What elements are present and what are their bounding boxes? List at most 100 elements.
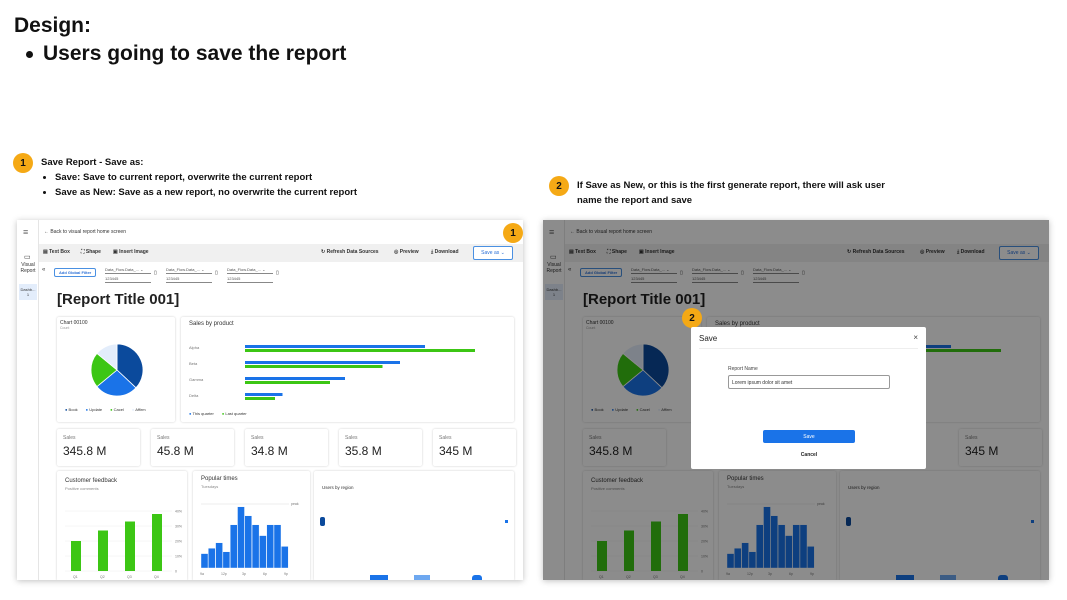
histogram-bar [726, 553, 735, 569]
add-global-filter-button[interactable]: Add Global Filter [54, 268, 97, 277]
legend-dot-icon: ● [131, 407, 135, 412]
map-region [414, 575, 430, 580]
sales-label: Sales [345, 435, 358, 441]
filter[interactable]: Data_Flow.Data_... ⌄ 123445 [753, 267, 799, 285]
bar-q2 [624, 530, 634, 571]
histogram-bar [763, 506, 771, 569]
pie-chart [617, 344, 669, 396]
hamburger-icon[interactable]: ≡ [23, 227, 29, 237]
filter[interactable]: Data_Flow.Data_... ⌄ 123445 [227, 267, 273, 285]
text-box-button[interactable]: ▤ Text Box [569, 249, 596, 255]
chart-title: Users by region [322, 485, 354, 490]
histogram-bar [785, 535, 793, 569]
trash-icon[interactable]: ▯ [154, 270, 157, 276]
preview-button[interactable]: ◎ Preview [920, 249, 945, 255]
step1-item: Save as New: Save as a new report, no ov… [55, 185, 461, 200]
histogram-bar [777, 524, 786, 569]
back-link[interactable]: ← Back to visual report home screen [570, 229, 652, 235]
histogram-bar [734, 548, 742, 569]
chart-title: Sales by product [715, 321, 760, 327]
legend-label: Update [615, 407, 629, 412]
histogram-bar [244, 515, 252, 569]
feedback-bar-chart: 40% 30% 20% 10% 0 Q1 Q2 Q3 Q4 [591, 510, 708, 579]
save-as-button[interactable]: Save as ⌄ [473, 246, 513, 260]
popular-times-chart: peak 9a 12p 3p 6p 9p [200, 502, 299, 576]
filter-name: Data_Flow.Data_... [227, 267, 262, 272]
y-tick-label: 30% [701, 525, 708, 529]
histogram-bar [799, 524, 808, 569]
sidebar-item-dashboard[interactable]: Dashb... 1 [19, 284, 37, 300]
insert-image-button[interactable]: ▣ Insert Image [639, 249, 675, 255]
trash-icon[interactable]: ▯ [802, 270, 805, 276]
cancel-button[interactable]: Cancel [800, 452, 818, 458]
filter-value: 123445 [753, 276, 799, 283]
close-icon[interactable]: × [913, 333, 918, 342]
pie-slice-affirm [622, 344, 644, 371]
sales-card: Sales 45.8 M [151, 429, 234, 466]
save-as-button[interactable]: Save as ⌄ [999, 246, 1039, 260]
page-heading: Design: [14, 14, 92, 37]
filter-name: Data_Flow.Data_... [753, 267, 788, 272]
filter[interactable]: Data_Flow.Data_... ⌄ 123445 [692, 267, 738, 285]
map-region [998, 575, 1008, 580]
sales-card: Sales 34.8 M [245, 429, 328, 466]
back-link[interactable]: ← Back to visual report home screen [44, 229, 126, 235]
x-tick-label: Q3 [127, 575, 132, 579]
sales-label: Sales [157, 435, 170, 441]
filter[interactable]: Data_Flow.Data_... ⌄ 123445 [105, 267, 151, 285]
sidebar-item-visual-report[interactable]: Visual Report [546, 262, 562, 274]
x-tick-label: Q1 [599, 575, 604, 579]
arrow-left-icon: ← [44, 229, 49, 235]
refresh-button[interactable]: ↻ Refresh Data Sources [847, 249, 905, 255]
text-box-button[interactable]: ▤ Text Box [43, 249, 70, 255]
filter[interactable]: Data_Flow.Data_... ⌄ 123445 [166, 267, 212, 285]
shape-button[interactable]: ⛶ Shape [81, 249, 101, 255]
y-tick-label: 40% [701, 510, 708, 514]
sidebar: ≡ ▭ Visual Report Dashb... 1 [543, 220, 565, 580]
histogram-bar [807, 546, 815, 569]
filter[interactable]: Data_Flow.Data_... ⌄ 123445 [631, 267, 677, 285]
chart-subtitle: Count [60, 326, 70, 330]
download-button[interactable]: ⤓ Download [431, 249, 459, 255]
report-name-input[interactable]: Lorem ipsum dolor sit amet [728, 375, 890, 389]
bar-gamma-1 [245, 381, 330, 384]
add-global-filter-button[interactable]: Add Global Filter [580, 268, 623, 277]
chart-subtitle: Positive comments [591, 486, 625, 491]
x-tick-label: 9a [726, 572, 730, 576]
refresh-button[interactable]: ↻ Refresh Data Sources [321, 249, 379, 255]
category-label: Beta [189, 361, 198, 366]
y-tick-label: 0 [175, 570, 177, 574]
sidebar-item-visual-report[interactable]: Visual Report [20, 262, 36, 274]
preview-button[interactable]: ◎ Preview [394, 249, 419, 255]
trash-icon[interactable]: ▯ [741, 270, 744, 276]
trash-icon[interactable]: ▯ [680, 270, 683, 276]
sidebar-item-dashboard[interactable]: Dashb... 1 [545, 284, 563, 300]
sales-value: 34.8 M [251, 444, 288, 458]
pie-slice-cacel [91, 352, 118, 388]
filter-name: Data_Flow.Data_... [692, 267, 727, 272]
histogram-bar [222, 551, 231, 569]
map-region [940, 575, 956, 580]
collapse-icon[interactable]: « [568, 267, 572, 273]
hamburger-icon[interactable]: ≡ [549, 227, 555, 237]
legend-label: Book [594, 407, 604, 412]
insert-image-button[interactable]: ▣ Insert Image [113, 249, 149, 255]
download-button[interactable]: ⤓ Download [957, 249, 985, 255]
collapse-icon[interactable]: « [42, 267, 46, 273]
legend-dot-icon: ● [85, 407, 89, 412]
chart-subtitle: Tuesdays [727, 484, 745, 489]
map-region [896, 575, 914, 580]
popular-times-card: Popular times Tuesdays peak 9a 12p 3p 6p 9p [193, 471, 310, 580]
legend-label: Book [68, 407, 78, 412]
save-button[interactable]: Save [763, 430, 855, 443]
trash-icon[interactable]: ▯ [215, 270, 218, 276]
toolbar: ▤ Text Box ⛶ Shape ▣ Insert Image ↻ Refr… [565, 244, 1049, 262]
histogram-bar [251, 524, 260, 569]
chart-title: Customer feedback [591, 478, 644, 484]
x-tick-label: Q1 [73, 575, 78, 579]
shape-button[interactable]: ⛶ Shape [607, 249, 627, 255]
trash-icon[interactable]: ▯ [276, 270, 279, 276]
peak-label: peak [291, 502, 299, 506]
popular-times-card: Popular times Tuesdays peak 9a 12p 3p 6p 9p [719, 471, 836, 580]
legend-item: ● Book [591, 407, 604, 412]
